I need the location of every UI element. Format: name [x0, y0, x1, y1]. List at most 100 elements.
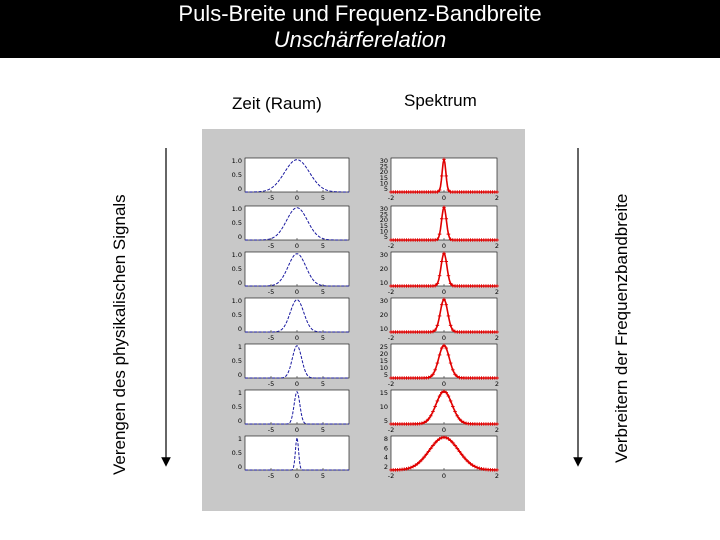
- time-ytick-label: 0.5: [232, 449, 242, 457]
- spectrum-xtick-label: 0: [442, 426, 446, 434]
- spectrum-marker: [442, 389, 446, 394]
- spectrum-xtick-label: -2: [388, 288, 394, 296]
- spectrum-marker: [444, 216, 449, 221]
- spectrum-marker: [437, 314, 442, 318]
- spectrum-marker: [420, 457, 424, 462]
- title-bar: Puls-Breite und Frequenz-Bandbreite Unsc…: [0, 0, 720, 58]
- spectrum-marker: [446, 314, 451, 318]
- spectrum-marker: [459, 452, 464, 457]
- spectrum-marker: [475, 465, 479, 470]
- spectrum-marker: [446, 394, 451, 398]
- spectrum-marker: [442, 297, 446, 302]
- time-ytick-label: 0.5: [232, 265, 242, 273]
- spectrum-marker: [426, 449, 431, 454]
- time-ytick-label: 0: [238, 185, 242, 193]
- spectrum-xtick-label: -2: [388, 472, 394, 480]
- time-xtick-label: 5: [321, 334, 325, 342]
- time-plot-frame: [244, 297, 350, 333]
- time-pulse-curve: [245, 437, 349, 471]
- spectrum-xtick-label: 2: [495, 242, 499, 250]
- time-xtick-label: 0: [295, 426, 299, 434]
- spectrum-marker: [495, 422, 499, 426]
- time-pulse-curve: [245, 253, 349, 287]
- spectrum-marker: [470, 463, 475, 468]
- spectrum-marker: [442, 343, 446, 348]
- spectrum-marker: [451, 404, 455, 409]
- time-pulse-curve: [245, 390, 349, 425]
- spectrum-ytick-label: 15: [380, 222, 388, 230]
- spectrum-xtick-label: 0: [442, 242, 446, 250]
- spectrum-ytick-label: 6: [384, 444, 388, 452]
- spectrum-marker: [422, 455, 426, 459]
- spectrum-marker: [435, 323, 440, 328]
- time-ytick-label: 1.0: [232, 205, 242, 213]
- spectrum-xtick-label: -2: [388, 380, 394, 388]
- spectrum-plot-frame: [390, 435, 498, 471]
- spectrum-ytick-label: 5: [384, 233, 388, 241]
- time-xtick-label: 5: [321, 472, 325, 480]
- spectrum-ytick-label: 25: [380, 211, 388, 219]
- spectrum-xtick-label: 2: [495, 426, 499, 434]
- spectrum-marker: [464, 457, 468, 462]
- spectrum-marker: [466, 460, 471, 464]
- spectrum-marker: [417, 460, 422, 464]
- spectrum-marker: [426, 375, 431, 380]
- time-ytick-label: 1: [238, 435, 242, 443]
- time-xtick-label: 5: [321, 288, 325, 296]
- spectrum-marker: [433, 283, 437, 288]
- spectrum-marker: [439, 346, 444, 350]
- spectrum-marker: [448, 361, 453, 365]
- spectrum-marker: [462, 420, 466, 425]
- spectrum-ytick-label: 15: [380, 357, 388, 365]
- time-ytick-label: 1.0: [232, 251, 242, 259]
- spectrum-xtick-label: -2: [388, 194, 394, 202]
- spectrum-column-label: Spektrum: [404, 91, 477, 110]
- time-pulse-curve: [245, 159, 349, 193]
- time-ytick-label: 0: [238, 417, 242, 425]
- spectrum-ytick-label: 30: [380, 205, 388, 213]
- spectrum-ytick-label: 15: [380, 174, 388, 182]
- slide-subtitle: Unschärferelation: [273, 27, 447, 52]
- spectrum-ytick-label: 30: [380, 251, 388, 259]
- spectrum-marker: [428, 446, 433, 451]
- time-plot-frame: [244, 343, 350, 379]
- time-xtick-label: 0: [295, 334, 299, 342]
- spectrum-ytick-label: 20: [380, 350, 388, 358]
- time-plot-frame: [244, 157, 350, 193]
- spectrum-marker: [424, 452, 429, 457]
- spectrum-marker: [453, 443, 457, 448]
- spectrum-marker: [406, 466, 411, 471]
- time-ytick-label: 0: [238, 279, 242, 287]
- spectrum-marker: [442, 157, 446, 162]
- spectrum-marker: [415, 461, 420, 466]
- time-plot-frame: [244, 205, 350, 241]
- spectrum-marker: [455, 374, 460, 379]
- time-xtick-label: 0: [295, 242, 299, 250]
- spectrum-marker: [446, 232, 451, 236]
- time-xtick-label: 5: [321, 194, 325, 202]
- spectrum-ytick-label: 10: [380, 364, 388, 372]
- spectrum-plot-frame: [390, 157, 498, 193]
- spectrum-ytick-label: 30: [380, 297, 388, 305]
- spectrum-marker: [495, 468, 499, 472]
- spectrum-marker: [495, 190, 499, 194]
- spectrum-marker: [442, 205, 446, 210]
- spectrum-marker: [428, 414, 433, 418]
- spectrum-ytick-label: 30: [380, 157, 388, 165]
- spectrum-marker: [435, 190, 440, 194]
- spectrum-xtick-label: 0: [442, 380, 446, 388]
- spectrum-marker: [435, 438, 440, 443]
- spectrum-marker: [442, 251, 446, 256]
- spectrum-marker: [448, 281, 453, 286]
- spectrum-marker: [451, 441, 455, 445]
- time-ytick-label: 0: [238, 463, 242, 471]
- spectrum-marker: [439, 390, 444, 395]
- spectrum-marker: [444, 259, 449, 264]
- time-xtick-label: -5: [268, 426, 274, 434]
- spectrum-marker: [437, 188, 442, 192]
- spectrum-marker: [431, 372, 435, 377]
- spectrum-plot-frame: [390, 343, 498, 379]
- spectrum-ytick-label: 10: [380, 279, 388, 287]
